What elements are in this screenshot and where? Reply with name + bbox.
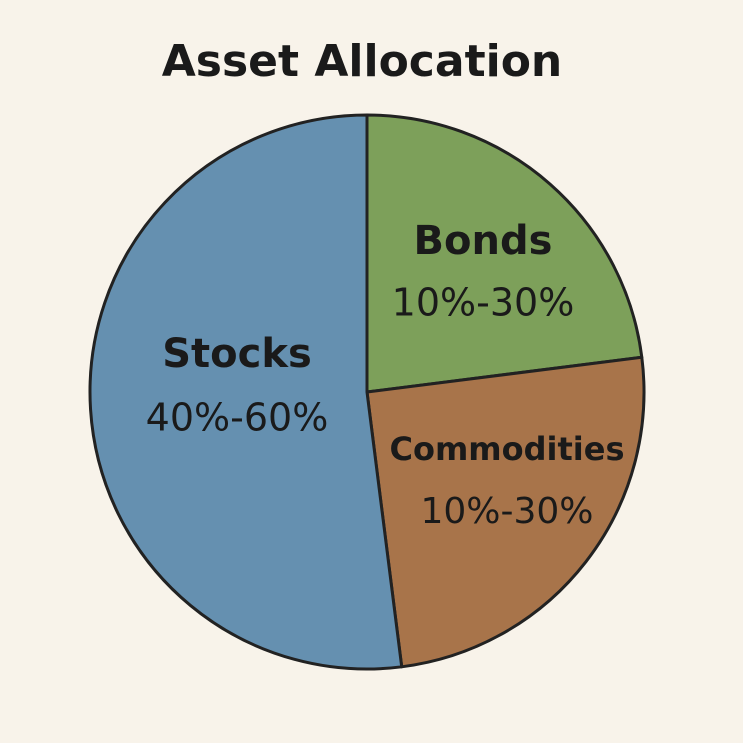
pie-slice — [365, 355, 646, 669]
slice-range: 40%-60% — [146, 396, 329, 440]
pie-slice — [365, 113, 644, 394]
slice-label: Stocks — [162, 331, 312, 377]
slice-range: 10%-30% — [420, 491, 593, 532]
slice-label: Commodities — [389, 430, 624, 468]
pie-slice — [88, 113, 404, 671]
slice-range: 10%-30% — [392, 281, 575, 325]
slice-label: Bonds — [414, 218, 553, 264]
chart-title: Asset Allocation — [162, 36, 563, 87]
